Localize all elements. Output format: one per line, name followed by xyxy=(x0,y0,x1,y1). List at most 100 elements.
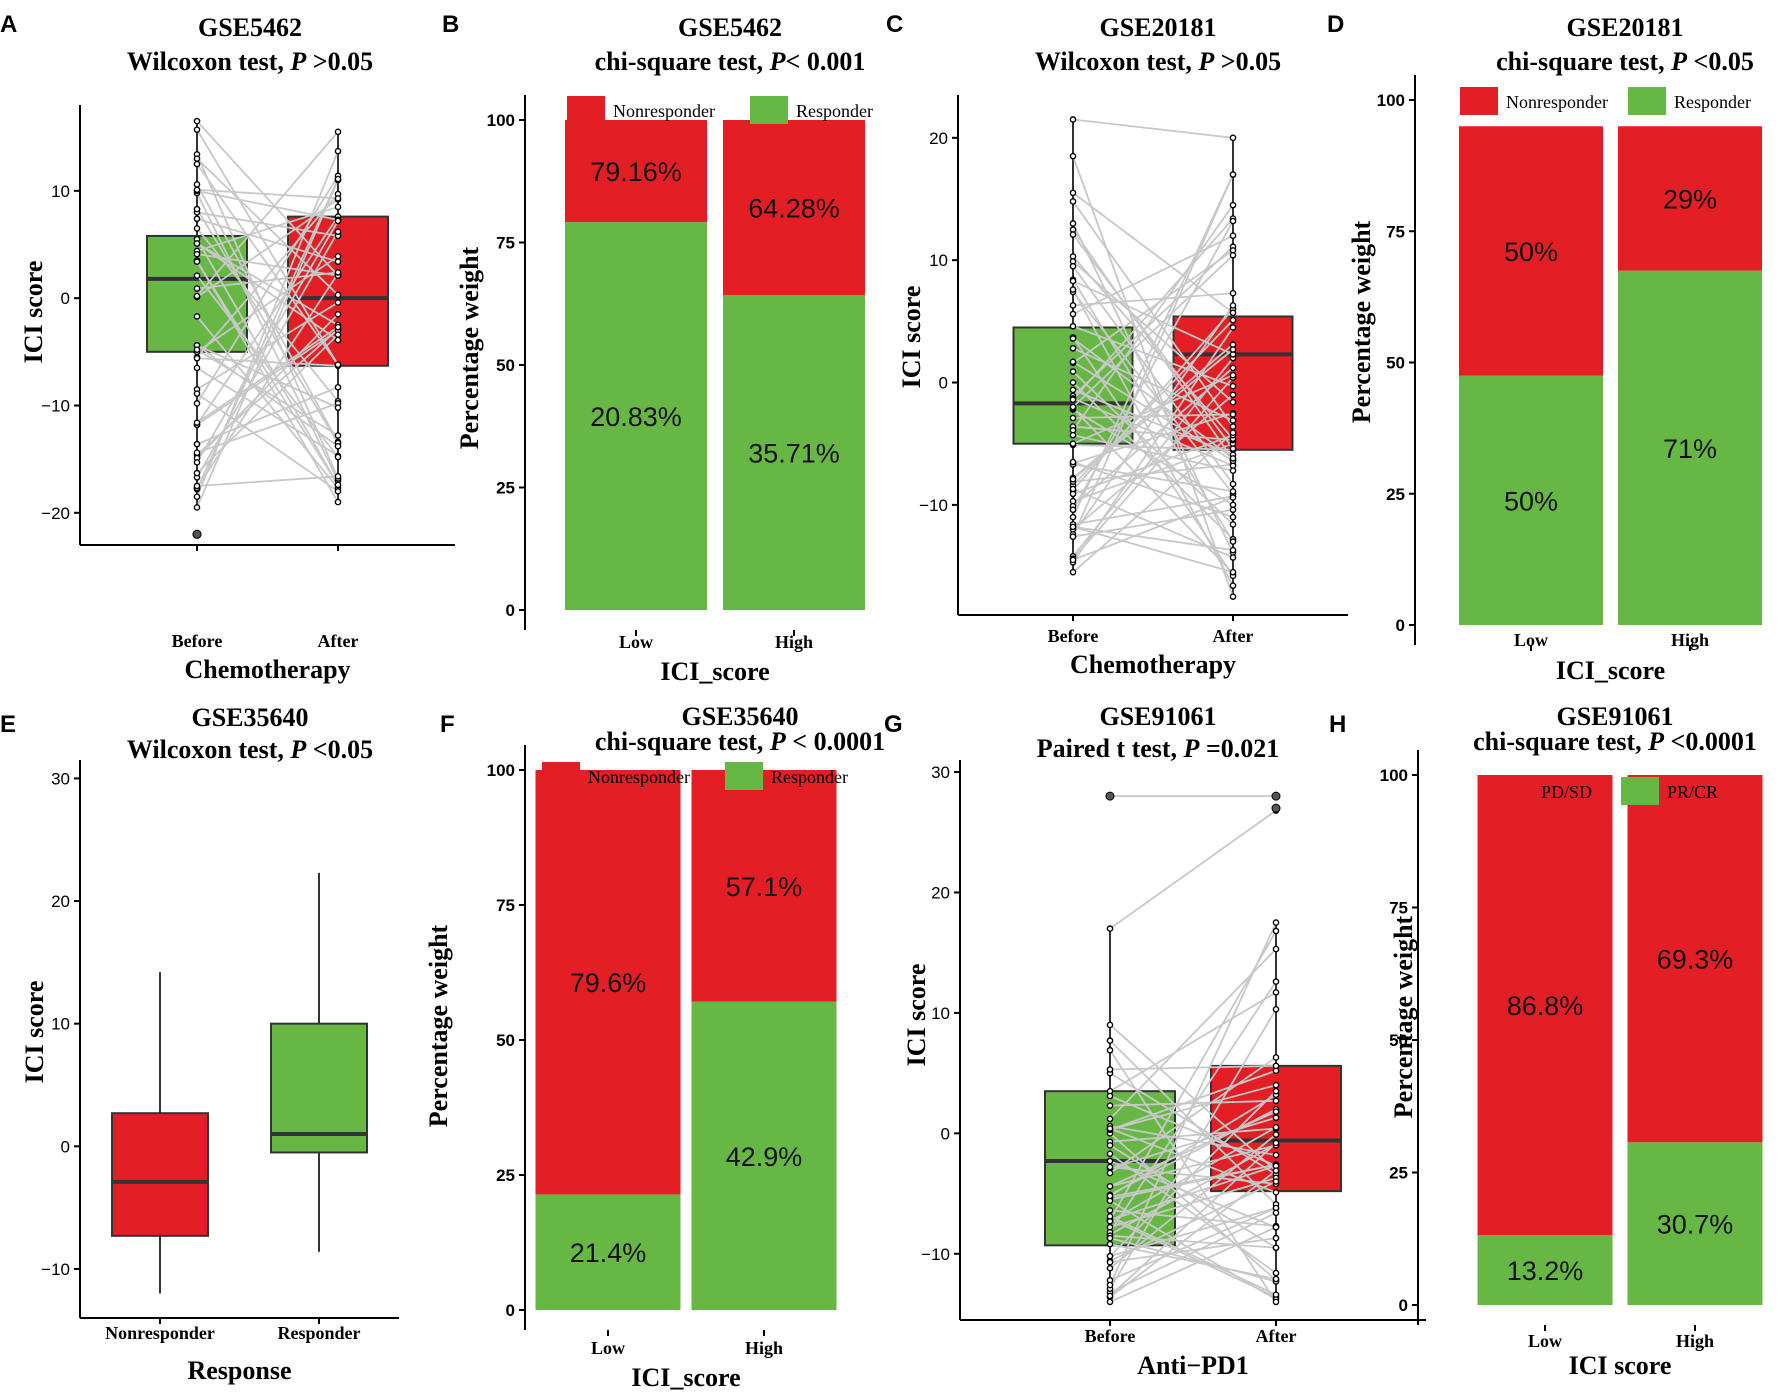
point-before xyxy=(1106,1066,1114,1073)
data-label: 20.83% xyxy=(590,402,682,432)
x-tick-label: After xyxy=(318,631,359,651)
point-after xyxy=(1229,289,1237,297)
y-tick-label: −20 xyxy=(41,504,70,523)
bar-nonresponder-low xyxy=(535,770,681,1195)
point-before xyxy=(1106,1142,1114,1149)
panel-title: GSE91061 xyxy=(1099,702,1216,731)
panel-subtitle: chi-square test, P< 0.001 xyxy=(595,47,866,76)
panel-e: E GSE35640 Wilcoxon test, P <0.05 −10 0 10 20 3… xyxy=(0,703,399,1385)
pair-line xyxy=(196,129,339,366)
legend-label: Responder xyxy=(796,101,873,121)
pair-line xyxy=(196,154,339,479)
pair-line xyxy=(1109,1099,1277,1107)
point-after xyxy=(1229,445,1237,452)
point-before xyxy=(1106,1281,1114,1289)
point-after xyxy=(1272,919,1280,926)
point-before xyxy=(1069,523,1077,531)
point-after xyxy=(1229,346,1237,353)
subtitle-value: <0.05 xyxy=(1687,47,1754,76)
subtitle-value: < 0.001 xyxy=(786,47,866,76)
point-before xyxy=(1069,310,1077,318)
point-before xyxy=(193,181,201,188)
point-before xyxy=(1106,1298,1114,1306)
subtitle-test: chi-square test, xyxy=(1496,47,1671,76)
x-axis-label: ICI score xyxy=(1569,1351,1672,1380)
point-after xyxy=(1272,1275,1280,1283)
pair-line xyxy=(1072,326,1234,563)
pair-line xyxy=(1072,434,1234,472)
point-before xyxy=(1106,1234,1114,1242)
pair-line xyxy=(1109,1237,1277,1283)
point-before xyxy=(193,400,201,407)
point-before xyxy=(1106,1258,1114,1266)
point-after xyxy=(1229,324,1237,331)
y-tick-label: 100 xyxy=(487,111,515,130)
pair-line xyxy=(196,131,339,297)
pair-line xyxy=(1109,1209,1277,1227)
y-tick-label: 75 xyxy=(496,896,515,915)
subtitle-value: =0.021 xyxy=(1199,734,1279,763)
x-axis-label: ICI_score xyxy=(1556,656,1665,685)
point-before xyxy=(1069,440,1077,448)
pair-line xyxy=(1072,254,1234,408)
pair-line xyxy=(1072,246,1234,397)
subtitle-p: P xyxy=(289,735,307,764)
point-before xyxy=(1069,277,1077,285)
point-before xyxy=(1069,556,1077,564)
y-tick-label: 20 xyxy=(51,892,70,911)
point-after xyxy=(1272,1298,1280,1306)
point-after xyxy=(1229,538,1237,545)
bar-nonresponder-high xyxy=(1618,126,1762,271)
pair-line xyxy=(1109,1110,1277,1188)
point-after xyxy=(1229,455,1237,462)
point-before xyxy=(1106,1217,1114,1225)
panel-title: GSE35640 xyxy=(681,702,798,731)
point-before xyxy=(193,117,201,125)
bar-nonresponder-low xyxy=(565,120,707,223)
subtitle-test: Wilcoxon test, xyxy=(1035,47,1198,76)
point-before xyxy=(1069,198,1077,205)
point-before xyxy=(1069,286,1077,293)
x-axis-label: Chemotherapy xyxy=(184,655,350,684)
bar-responder-high xyxy=(691,1001,837,1310)
point-before xyxy=(193,504,201,511)
point-after xyxy=(1229,568,1237,576)
y-tick-label: 30 xyxy=(51,769,70,788)
point-after xyxy=(1229,251,1237,259)
point-before xyxy=(1069,458,1077,466)
point-before xyxy=(1069,116,1077,123)
pair-line xyxy=(196,206,339,252)
pair-line xyxy=(1072,495,1234,526)
point-after xyxy=(1229,423,1237,430)
pair-line xyxy=(196,208,339,444)
pair-line xyxy=(196,242,339,341)
y-tick-label: 50 xyxy=(496,356,515,375)
point-before xyxy=(193,258,201,265)
point-after xyxy=(1229,488,1237,495)
subtitle-value: >0.05 xyxy=(306,47,373,76)
y-axis-label: Percentage weight xyxy=(424,924,453,1127)
point-before xyxy=(1069,220,1077,227)
x-tick-label: Low xyxy=(591,1338,625,1358)
subtitle-p: P xyxy=(289,47,307,76)
point-before xyxy=(1106,1021,1114,1029)
point-before xyxy=(193,160,201,168)
point-after xyxy=(334,323,342,331)
x-tick-label: High xyxy=(1676,1331,1714,1351)
pair-line xyxy=(1109,1069,1277,1131)
point-before xyxy=(1069,386,1077,394)
subtitle-test: Wilcoxon test, xyxy=(127,47,290,76)
point-after xyxy=(334,258,342,265)
point-before xyxy=(193,493,201,501)
pair-line xyxy=(1072,463,1234,483)
pair-line xyxy=(196,192,339,482)
y-axis-label: ICI score xyxy=(19,261,48,364)
y-tick-label: 30 xyxy=(931,763,950,782)
data-label: 69.3% xyxy=(1657,945,1734,975)
pair-line xyxy=(1109,1160,1277,1229)
data-label: 29% xyxy=(1663,184,1717,214)
x-tick-label: After xyxy=(1213,626,1254,646)
legend-swatch-red xyxy=(1460,87,1498,115)
panel-title: GSE20181 xyxy=(1099,13,1216,42)
